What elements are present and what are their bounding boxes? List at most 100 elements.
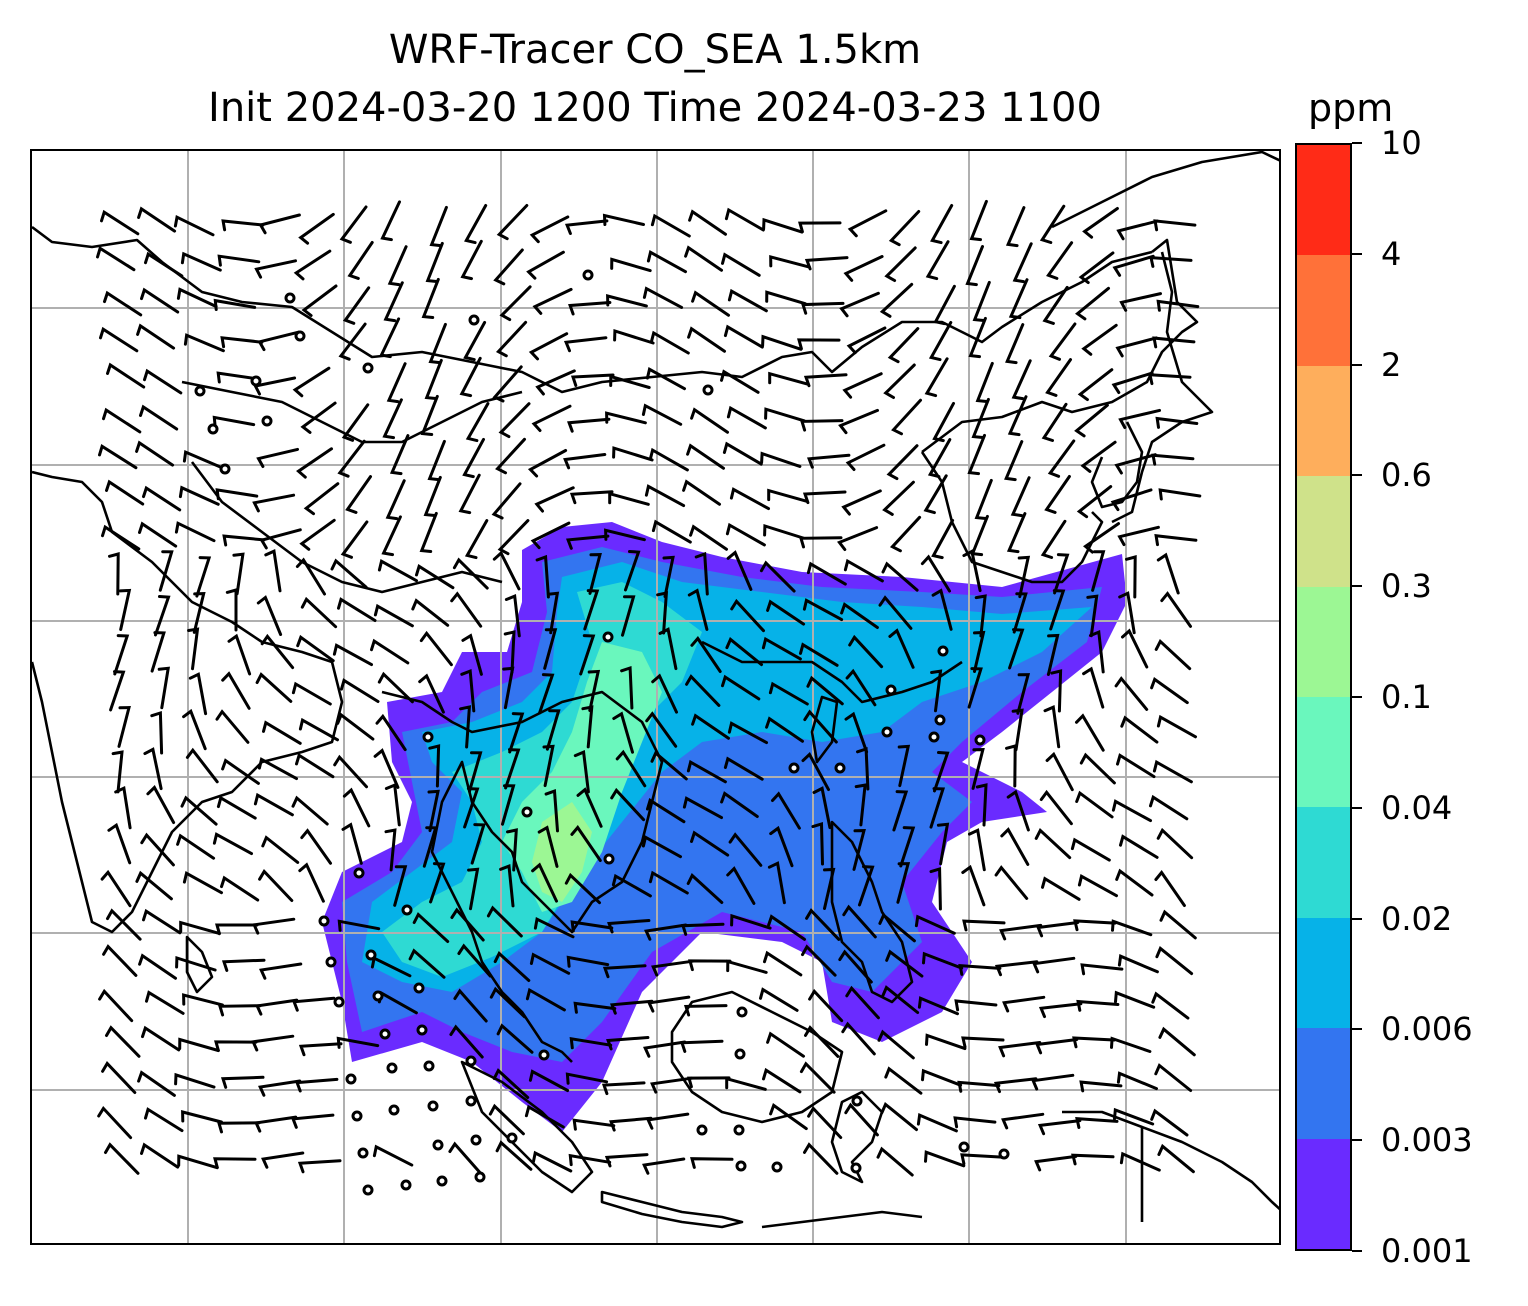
wind-barb [145, 990, 185, 1015]
wind-barb [332, 643, 373, 667]
wind-barb [1120, 715, 1159, 744]
wind-barb [538, 673, 555, 715]
wind-barb [1010, 476, 1031, 518]
wind-barb [1053, 553, 1070, 595]
wind-barb [387, 245, 408, 287]
wind-barb [1111, 799, 1152, 823]
wind-barb [108, 552, 120, 596]
wind-barb [183, 333, 225, 353]
wind-barb [602, 964, 647, 979]
wind-barb [564, 219, 609, 235]
wind-barb [492, 1068, 530, 1099]
colorbar-tick-label: 0.02 [1381, 899, 1453, 938]
wind-barb [337, 919, 381, 932]
wind-barb [179, 920, 221, 935]
calm-wind-circle [318, 915, 330, 927]
wind-barb [448, 1141, 483, 1176]
wind-barb [457, 943, 492, 978]
wind-barb [969, 199, 988, 242]
calm-wind-circle [362, 362, 374, 374]
india-coast [32, 470, 344, 934]
wind-barb [1042, 285, 1069, 325]
wind-barb [842, 372, 883, 399]
wind-barb [468, 751, 483, 793]
wind-barb [1006, 789, 1030, 832]
colorbar-segment [1297, 365, 1350, 477]
wind-barb [256, 447, 299, 468]
wind-barb [452, 557, 489, 590]
wind-barb [570, 920, 614, 933]
wind-barb [412, 912, 450, 943]
wind-barb [408, 948, 446, 979]
wind-barb [930, 669, 943, 713]
wind-barb [1082, 207, 1119, 239]
wind-barb [100, 869, 132, 908]
wind-barb [805, 908, 841, 941]
wind-barb [680, 922, 725, 936]
wind-barb [338, 322, 367, 361]
wind-barb [587, 669, 601, 712]
wind-barb [925, 1033, 967, 1051]
wind-barb [495, 320, 528, 358]
calm-wind-circle [974, 734, 986, 746]
calm-wind-circle [937, 645, 949, 657]
wind-barb [386, 362, 407, 404]
calm-wind-circle [362, 1184, 374, 1196]
wind-barb [1032, 956, 1076, 974]
wind-barb [526, 250, 565, 280]
wind-barb [290, 1113, 335, 1129]
wind-barb [158, 550, 174, 592]
wind-barb [261, 1151, 305, 1169]
wind-barb [1045, 751, 1074, 792]
wind-barb [117, 706, 131, 748]
wind-barb [1111, 371, 1154, 394]
wind-barb [916, 1112, 958, 1133]
calm-wind-circle [582, 269, 594, 281]
calm-wind-circle [465, 1055, 477, 1067]
wind-barb [118, 588, 132, 631]
wind-barb [251, 1034, 295, 1052]
wind-barb [421, 277, 440, 319]
wind-barb [381, 515, 402, 557]
wind-barb [1116, 219, 1159, 241]
wind-barb [972, 280, 991, 322]
wind-barb [771, 791, 801, 830]
wind-barb [856, 746, 870, 791]
wind-barb [726, 550, 753, 591]
wind-barb [221, 758, 260, 785]
calm-wind-circle [771, 1161, 783, 1173]
wind-barb [150, 631, 166, 673]
calm-wind-circle [386, 1062, 398, 1074]
wind-barb [858, 865, 875, 907]
wind-barb [1152, 759, 1193, 784]
wind-barb [806, 453, 851, 469]
wind-barb [213, 1157, 257, 1169]
wind-barb [879, 282, 914, 318]
taiwan-coast [810, 695, 839, 764]
wind-barb [646, 1112, 690, 1130]
wind-barb [563, 336, 608, 353]
calm-wind-circle [325, 956, 337, 968]
wind-barb [686, 873, 724, 904]
wind-barb [647, 995, 691, 1013]
wind-barb [1150, 1108, 1189, 1137]
wind-barb [842, 904, 877, 939]
wind-barb [845, 443, 886, 471]
colorbar-tick-label: 0.6 [1381, 456, 1432, 495]
wind-barb [543, 628, 558, 670]
wind-barb [291, 681, 332, 706]
calm-wind-circle [603, 853, 615, 865]
wind-barb [462, 437, 485, 479]
wind-barb [140, 1142, 180, 1169]
wind-barb [295, 557, 326, 596]
wind-barb [178, 1037, 220, 1052]
wind-barb [373, 748, 400, 789]
wind-barb [843, 255, 884, 282]
wind-barb [1082, 666, 1105, 709]
wind-barb [341, 403, 370, 442]
calm-wind-circle [506, 1132, 518, 1144]
calm-wind-circle [388, 1104, 400, 1116]
wind-barb [1152, 336, 1196, 349]
wind-barb [848, 634, 884, 669]
wind-barb [499, 864, 515, 908]
